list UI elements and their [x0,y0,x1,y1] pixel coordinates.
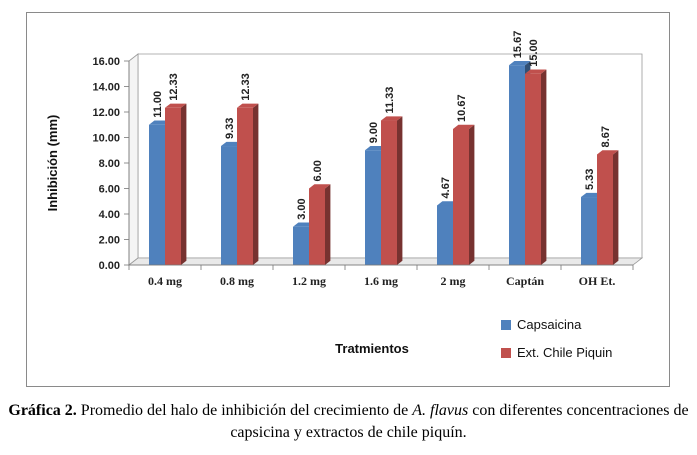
bar-side-ext-chile-piquin-5 [541,69,547,265]
plot-side-wall [128,53,139,266]
chart-frame: 0.00 2.00 4.00 6.00 8.00 10.00 12.00 14.00 16.00… [26,12,670,387]
bar-side-ext-chile-piquin-4 [469,124,475,265]
bar-ext-chile-piquin-1 [237,107,253,265]
bar-top-ext-chile-piquin-2 [309,184,331,189]
y-tick-label: 0.00 [99,260,120,272]
data-label: 11.33 [384,87,396,114]
data-label: 4.67 [440,177,452,198]
y-tick-label: 10.00 [92,133,120,145]
bar-ext-chile-piquin-0 [165,107,181,265]
caption-text-before: Promedio del halo de inhibición del crec… [76,402,413,419]
bar-top-ext-chile-piquin-1 [237,103,259,108]
data-label: 11.00 [152,91,164,118]
y-axis-title: Inhibición (mm) [45,115,60,212]
bar-side-ext-chile-piquin-0 [181,103,187,265]
legend-label-1: Ext. Chile Piquin [517,345,612,360]
bar-ext-chile-piquin-4 [453,128,469,265]
bar-capsaicina-0 [149,124,165,265]
data-label: 9.00 [368,122,380,143]
data-label: 3.00 [296,198,308,219]
y-tick-label: 12.00 [92,107,120,119]
bar-capsaicina-5 [509,65,525,265]
bar-capsaicina-6 [581,197,597,265]
data-label: 6.00 [312,160,324,181]
x-axis-title: Tratmientos [335,341,409,356]
data-label: 10.67 [456,94,468,122]
bar-side-ext-chile-piquin-1 [253,103,259,265]
data-label: 15.00 [528,39,540,67]
bar-side-ext-chile-piquin-3 [397,116,403,265]
bar-top-capsaicina-5 [509,61,531,66]
bar-ext-chile-piquin-3 [381,120,397,265]
bar-capsaicina-1 [221,146,237,265]
bar-top-ext-chile-piquin-4 [453,124,475,129]
legend-swatch-1 [501,348,511,358]
figure-caption: Gráfica 2. Promedio del halo de inhibici… [0,400,697,444]
x-tick-label: OH Et. [579,274,616,288]
data-label: 15.67 [512,31,524,59]
bar-top-ext-chile-piquin-0 [165,103,187,108]
x-tick-label: 0.8 mg [220,274,254,288]
data-label: 9.33 [224,118,236,139]
y-tick-label: 14.00 [92,82,120,94]
y-tick-label: 2.00 [99,235,120,247]
bar-top-ext-chile-piquin-3 [381,116,403,121]
x-tick-label: 2 mg [441,274,466,288]
legend-label-0: Capsaicina [517,317,582,332]
caption-label: Gráfica 2. [8,402,77,419]
legend-swatch-0 [501,320,511,330]
data-label: 5.33 [584,169,596,190]
x-tick-label: Captán [506,274,544,288]
bar-ext-chile-piquin-5 [525,73,541,265]
y-tick-label: 8.00 [99,158,120,170]
bar-top-ext-chile-piquin-6 [597,150,619,155]
x-tick-label: 1.2 mg [292,274,326,288]
bar-ext-chile-piquin-6 [597,154,613,265]
data-label: 12.33 [240,73,252,101]
bar-ext-chile-piquin-2 [309,188,325,265]
bar-capsaicina-4 [437,205,453,265]
y-tick-label: 16.00 [92,56,120,68]
y-tick-label: 6.00 [99,184,120,196]
bar-capsaicina-3 [365,150,381,265]
x-tick-label: 0.4 mg [148,274,182,288]
y-tick-label: 4.00 [99,209,120,221]
bar-capsaicina-2 [293,226,309,265]
x-tick-label: 1.6 mg [364,274,398,288]
bar-side-ext-chile-piquin-6 [613,150,619,265]
data-label: 12.33 [168,73,180,101]
bar-top-ext-chile-piquin-5 [525,69,547,74]
caption-text-after: con diferentes concentraciones de capsic… [230,402,689,441]
bar-chart: 0.00 2.00 4.00 6.00 8.00 10.00 12.00 14.00 16.00… [45,31,644,360]
caption-species: A. flavus [412,402,469,419]
bar-side-ext-chile-piquin-2 [325,184,331,265]
data-label: 8.67 [600,126,612,147]
